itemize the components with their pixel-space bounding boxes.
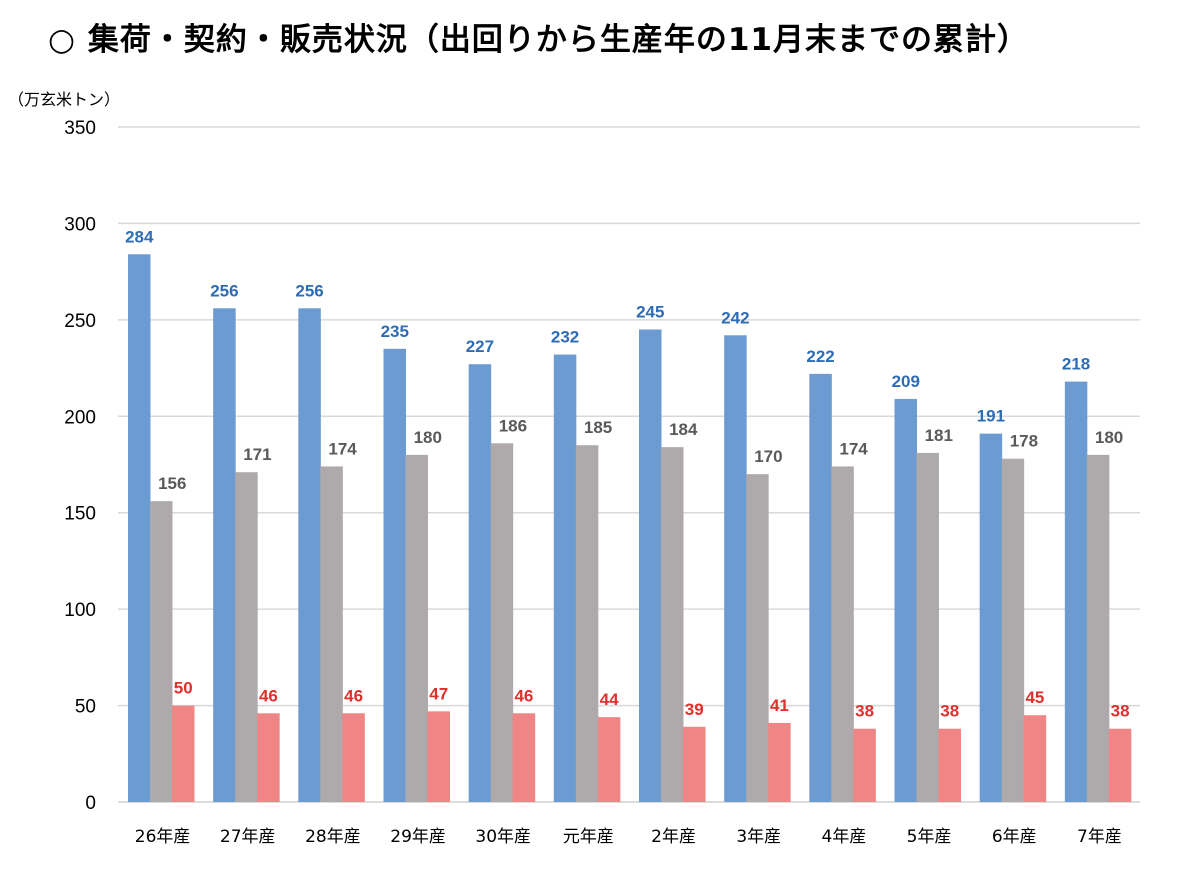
- data-label: 180: [1095, 428, 1123, 447]
- data-label: 185: [584, 418, 612, 437]
- bar: [831, 466, 854, 802]
- y-axis-unit-label: （万玄米トン）: [8, 90, 121, 109]
- bar: [213, 308, 236, 802]
- bar: [512, 713, 536, 802]
- bar: [916, 452, 939, 802]
- bar: [342, 713, 365, 802]
- bar: [490, 443, 514, 802]
- data-label: 38: [855, 702, 874, 721]
- bar: [320, 466, 343, 802]
- data-label: 256: [295, 281, 323, 300]
- y-tick-label: 350: [64, 118, 96, 139]
- bar: [468, 364, 492, 802]
- bar: [894, 398, 917, 802]
- bar: [938, 728, 961, 802]
- chart-title: ○ 集荷・契約・販売状況（出回りから生産年の11月末までの累計）: [48, 22, 1029, 58]
- data-label: 174: [328, 439, 357, 458]
- y-tick-label: 100: [64, 600, 96, 621]
- x-tick-label: 7年産: [1077, 827, 1122, 847]
- bar: [383, 348, 406, 802]
- bar: [257, 713, 280, 802]
- data-label: 44: [600, 690, 619, 709]
- bar: [746, 474, 769, 802]
- data-label: 171: [243, 445, 271, 464]
- data-label: 222: [806, 347, 834, 366]
- bar: [405, 454, 428, 802]
- bar: [1064, 381, 1088, 802]
- data-label: 181: [925, 426, 953, 445]
- bar: [809, 373, 832, 802]
- x-tick-label: 6年産: [992, 827, 1037, 847]
- x-tick-label: 元年産: [563, 827, 614, 847]
- x-tick-label: 28年産: [305, 827, 361, 847]
- data-label: 180: [414, 428, 442, 447]
- x-tick-label: 27年産: [220, 827, 276, 847]
- x-tick-label: 3年産: [736, 827, 781, 847]
- data-label: 256: [210, 281, 238, 300]
- x-tick-label: 26年産: [135, 827, 191, 847]
- bar: [235, 472, 258, 802]
- x-tick-label: 29年産: [390, 827, 446, 847]
- bar: [597, 717, 621, 802]
- data-label: 284: [125, 227, 154, 246]
- data-label: 235: [381, 322, 409, 341]
- bar: [1023, 715, 1047, 802]
- data-label: 178: [1010, 432, 1038, 451]
- data-label: 186: [499, 416, 527, 435]
- y-tick-label: 250: [64, 311, 96, 332]
- data-label: 46: [344, 686, 363, 705]
- bar: [768, 722, 791, 802]
- bar: [1086, 454, 1110, 802]
- bar: [427, 711, 450, 802]
- x-tick-label: 30年産: [475, 827, 531, 847]
- y-tick-label: 300: [64, 214, 96, 235]
- data-label: 232: [551, 328, 579, 347]
- bar: [724, 335, 747, 802]
- data-label: 38: [1111, 702, 1130, 721]
- y-tick-label: 50: [75, 697, 96, 718]
- x-tick-label: 2年産: [651, 827, 696, 847]
- bar: [639, 329, 662, 802]
- data-label: 242: [721, 308, 749, 327]
- bar: [1108, 728, 1132, 802]
- bar: [853, 728, 876, 802]
- data-label: 156: [158, 474, 186, 493]
- data-label: 191: [977, 407, 1005, 426]
- data-label: 170: [754, 447, 782, 466]
- bar: [979, 433, 1003, 802]
- bar: [683, 726, 706, 802]
- bar: [661, 447, 684, 802]
- bar: [128, 254, 151, 803]
- data-label: 39: [685, 700, 704, 719]
- data-label: 50: [174, 679, 193, 698]
- bar: [150, 501, 173, 802]
- bar: [172, 705, 195, 802]
- data-label: 174: [839, 439, 868, 458]
- data-label: 47: [429, 684, 448, 703]
- y-tick-label: 150: [64, 504, 96, 525]
- y-tick-label: 0: [85, 793, 96, 814]
- bar: [553, 354, 577, 802]
- data-label: 41: [770, 696, 789, 715]
- x-tick-label: 5年産: [907, 827, 952, 847]
- bar: [575, 445, 599, 802]
- y-tick-label: 200: [64, 407, 96, 428]
- data-label: 184: [669, 420, 698, 439]
- data-label: 245: [636, 303, 664, 322]
- data-label: 46: [514, 686, 533, 705]
- data-label: 227: [466, 337, 494, 356]
- bar: [298, 308, 321, 802]
- data-label: 38: [940, 702, 959, 721]
- data-label: 45: [1025, 688, 1044, 707]
- data-label: 46: [259, 686, 278, 705]
- data-label: 218: [1062, 355, 1090, 374]
- data-label: 209: [892, 372, 920, 391]
- x-tick-label: 4年産: [822, 827, 867, 847]
- bar: [1001, 458, 1025, 802]
